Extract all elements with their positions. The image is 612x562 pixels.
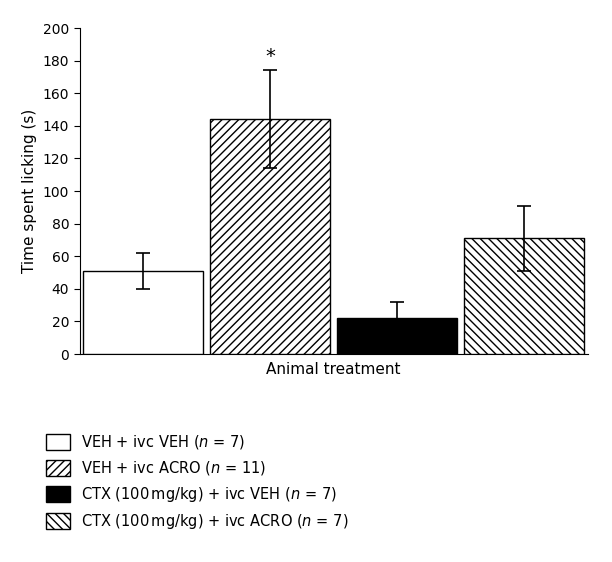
Y-axis label: Time spent licking (s): Time spent licking (s): [22, 109, 37, 273]
Bar: [464, 238, 584, 354]
Bar: [210, 119, 330, 354]
X-axis label: Animal treatment: Animal treatment: [266, 362, 401, 378]
Legend: VEH + ivc VEH ($\mathit{n}$ = 7), VEH + ivc ACRO ($\mathit{n}$ = 11), CTX (100$\: VEH + ivc VEH ($\mathit{n}$ = 7), VEH + …: [47, 433, 349, 531]
Bar: [83, 271, 203, 354]
Bar: [337, 318, 457, 354]
Text: *: *: [265, 47, 275, 66]
